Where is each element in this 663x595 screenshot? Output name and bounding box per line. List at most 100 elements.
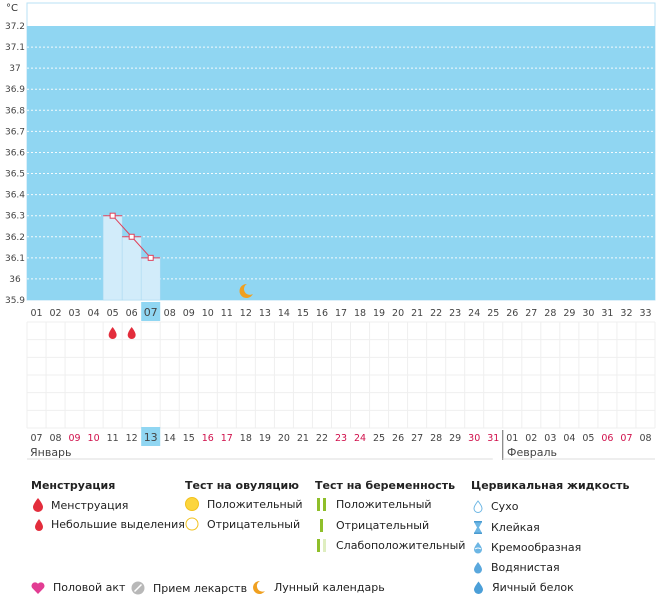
legend-item-menstruation: Менструация: [33, 498, 128, 512]
legend-label-ovulation-negative: Отрицательный: [207, 517, 301, 531]
cycle-day-label: 31: [601, 308, 613, 319]
cycle-day-label: 26: [506, 308, 518, 319]
cycle-day-label: 22: [430, 308, 442, 319]
calendar-date-label: 11: [107, 433, 119, 444]
outline-drop-icon: [473, 500, 483, 513]
cycle-day-label: 25: [487, 308, 499, 319]
calendar-date-label: 06: [601, 433, 613, 444]
temperature-line-segment: [131, 236, 152, 259]
calendar-date-label: 03: [544, 433, 556, 444]
cycle-day-label: 14: [278, 308, 290, 319]
calendar-date-label: 07: [30, 433, 42, 444]
calendar-date-label: 20: [278, 433, 290, 444]
y-unit-label: °C: [6, 3, 18, 14]
cycle-day-label: 13: [259, 308, 271, 319]
temperature-bar: [102, 215, 123, 301]
y-tick-label: 36.9: [5, 85, 25, 95]
calendar-date-label: 04: [563, 433, 575, 444]
heart-icon: [31, 581, 45, 594]
y-tick-label: 36.5: [5, 170, 25, 180]
legend-item-medication: Прием лекарств: [131, 581, 247, 595]
egg-white-drop-icon: [474, 581, 483, 594]
legend-label-intercourse: Половой акт: [53, 581, 126, 594]
calendar-date-label: 18: [240, 433, 252, 444]
temperature-line-segment: [112, 215, 133, 238]
legend-item-pregnancy-weak: Слабоположительный: [316, 539, 465, 552]
legend-label-moon-calendar: Лунный календарь: [274, 581, 385, 594]
cycle-day-label: 16: [316, 308, 328, 319]
calendar-date-label: 22: [316, 433, 328, 444]
cycle-day-label: 19: [373, 308, 385, 319]
legend-item-pregnancy-positive: Положительный: [316, 498, 432, 511]
legend-title-menstruation: Менструация: [31, 479, 116, 492]
calendar-date-label: 16: [202, 433, 214, 444]
y-tick-label: 36.8: [5, 106, 25, 116]
calendar-date-label: 07: [620, 433, 632, 444]
calendar-date-label: 05: [582, 433, 594, 444]
y-tick-label: 35.9: [5, 296, 25, 306]
legend-item-ovulation-positive: Положительный: [185, 497, 303, 511]
calendar-date-label: 19: [259, 433, 271, 444]
cycle-day-label: 32: [620, 308, 632, 319]
legend-item-egg-white: Яичный белок: [473, 581, 574, 594]
calendar-date-label: 01: [506, 433, 518, 444]
y-tick-label: 37: [9, 64, 20, 74]
legend-title-cervical-fluid: Цервикальная жидкость: [471, 479, 630, 492]
cycle-day-label: 09: [183, 308, 195, 319]
cream-drop-icon: [474, 542, 482, 554]
legend-item-moon-calendar: Лунный календарь: [251, 580, 385, 595]
y-tick-label: 36: [9, 275, 21, 285]
faded-double-line-icon: [317, 539, 326, 552]
cycle-day-label: 12: [240, 308, 252, 319]
calendar-date-label: 30: [468, 433, 480, 444]
legend-title-pregnancy-test: Тест на беременность: [315, 479, 456, 492]
drop-icon: [33, 498, 43, 512]
temperature-bar: [140, 257, 161, 301]
legend-item-intercourse: Половой акт: [31, 581, 125, 594]
y-tick-label: 36.1: [5, 254, 25, 264]
calendar-date-label: 17: [221, 433, 233, 444]
calendar-date-label: 26: [392, 433, 404, 444]
legend-label-pregnancy-positive: Положительный: [336, 498, 432, 511]
legend-label-watery: Водянистая: [491, 561, 560, 574]
menstruation-drop-icon: [127, 327, 136, 340]
legend-item-light-spotting: Небольшие выделения: [35, 518, 185, 531]
cycle-day-label: 28: [544, 308, 556, 319]
cycle-day-label: 30: [582, 308, 594, 319]
pill-icon: [131, 581, 145, 595]
y-tick-label: 37.1: [5, 43, 25, 53]
cycle-day-highlight: [141, 302, 161, 321]
empty-circle-icon: [185, 517, 199, 531]
cycle-day-label: 17: [335, 308, 347, 319]
cycle-day-label: 01: [30, 308, 42, 319]
cycle-day-label: 06: [126, 308, 138, 319]
cycle-day-label: 18: [354, 308, 366, 319]
y-tick-label: 37.2: [5, 22, 25, 32]
legend-label-pregnancy-weak: Слабоположительный: [336, 539, 466, 552]
y-tick-label: 36.3: [5, 212, 25, 222]
calendar-date-label: 14: [164, 433, 176, 444]
legend-label-dry: Сухо: [491, 500, 519, 513]
calendar-date-label: 29: [449, 433, 461, 444]
cycle-day-label: 23: [449, 308, 461, 319]
moon-icon: [239, 283, 253, 298]
y-tick-label: 36.2: [5, 233, 25, 243]
calendar-date-highlight: [141, 427, 161, 446]
calendar-date-label: 02: [525, 433, 537, 444]
hourglass-icon: [474, 521, 482, 534]
cycle-day-label: 03: [69, 308, 81, 319]
legend-item-creamy: Кремообразная: [473, 541, 581, 554]
moon-icon: [253, 580, 265, 594]
cycle-day-label: 04: [88, 308, 100, 319]
cycle-day-label: 10: [202, 308, 214, 319]
calendar-date-label: 09: [69, 433, 81, 444]
bbt-chart: °C 37.2 37.1 37 36.9 36.8 36.7 36.6 36.5 36.4 36.3…: [5, 2, 656, 460]
calendar-date-label: 08: [639, 433, 651, 444]
legend-label-menstruation: Менструация: [51, 498, 129, 512]
cycle-day-label: 29: [563, 308, 575, 319]
calendar-date-label: 12: [126, 433, 138, 444]
legend-item-watery: Водянистая: [473, 561, 560, 574]
cycle-day-label: 02: [49, 308, 61, 319]
cycle-day-label: 20: [392, 308, 404, 319]
legend-label-ovulation-positive: Положительный: [207, 497, 303, 511]
